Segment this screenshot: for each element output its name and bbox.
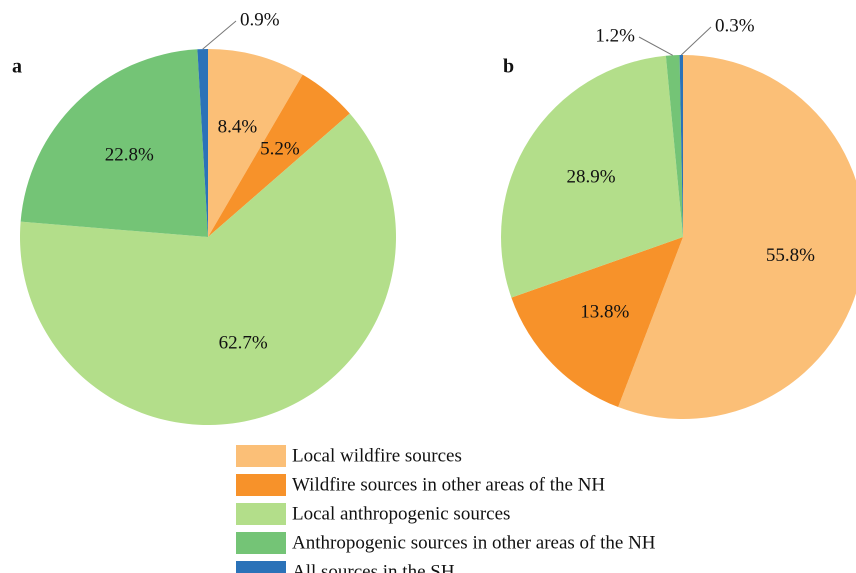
value-label: 55.8% xyxy=(766,245,815,266)
legend-label: Local wildfire sources xyxy=(292,445,462,466)
legend-label: Anthropogenic sources in other areas of … xyxy=(292,532,656,553)
pie-slice xyxy=(19,113,396,425)
legend-label: Wildfire sources in other areas of the N… xyxy=(292,474,605,495)
value-label: 1.2% xyxy=(595,25,635,46)
leader-line xyxy=(680,26,712,56)
value-label: 28.9% xyxy=(566,167,615,188)
pie-slice xyxy=(20,49,209,238)
pie-slice xyxy=(501,55,683,298)
pie-slice xyxy=(618,55,856,419)
panel-label: b xyxy=(503,56,514,78)
value-label: 0.3% xyxy=(715,15,755,36)
legend-label: All sources in the SH xyxy=(292,561,455,573)
value-label: 62.7% xyxy=(219,333,268,354)
pie-slice xyxy=(511,237,683,408)
value-label: 22.8% xyxy=(105,145,154,166)
value-label: 5.2% xyxy=(260,138,300,159)
legend-swatch xyxy=(236,561,286,573)
leader-line xyxy=(202,20,237,50)
pie-slice xyxy=(679,55,683,237)
legend-swatch xyxy=(236,445,286,467)
legend-label: Local anthropogenic sources xyxy=(292,503,510,524)
value-label: 8.4% xyxy=(218,116,258,137)
pie-slice xyxy=(197,49,208,237)
value-label: 13.8% xyxy=(580,302,629,323)
pie-slice xyxy=(665,55,683,237)
legend-swatch xyxy=(236,503,286,525)
leader-line xyxy=(638,36,673,56)
pie-slice xyxy=(208,74,350,237)
legend-swatch xyxy=(236,474,286,496)
legend-swatch xyxy=(236,532,286,554)
panel-label: a xyxy=(12,56,22,78)
value-label: 0.9% xyxy=(240,9,280,30)
pie-slice xyxy=(208,49,303,237)
